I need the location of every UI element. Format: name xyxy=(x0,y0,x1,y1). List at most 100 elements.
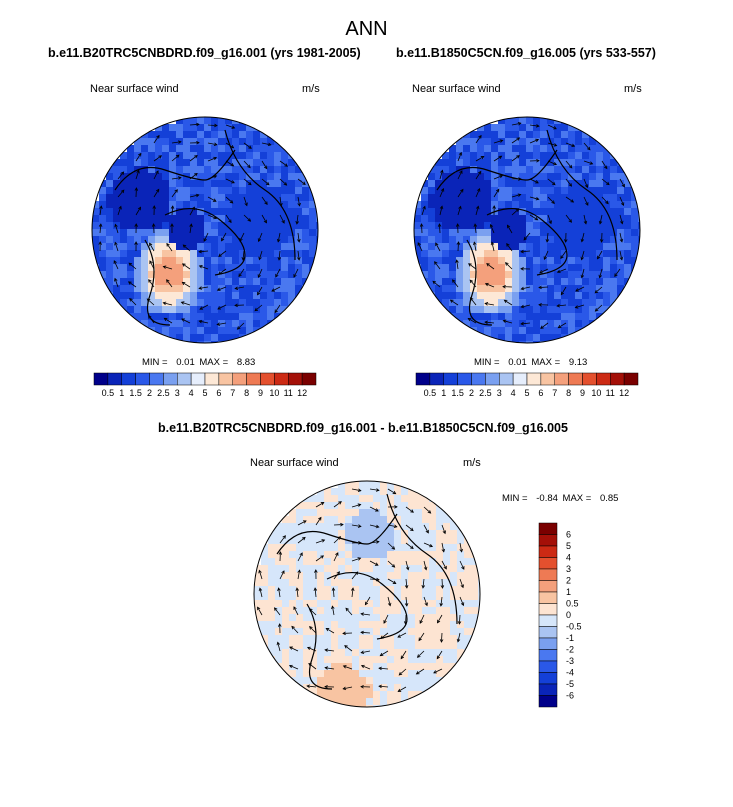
panel1-field-cell xyxy=(183,229,191,237)
panel2-field-cell xyxy=(526,117,534,125)
panel1-field-cell xyxy=(190,278,198,286)
panel1-wind-arrow xyxy=(278,250,281,260)
panel2-field-cell xyxy=(638,236,640,244)
panel1-field-cell xyxy=(218,215,226,223)
difference-field-cell xyxy=(387,656,395,664)
panel2-field-cell xyxy=(512,145,520,153)
difference-field-cell xyxy=(296,516,304,524)
panel2-colorbar-label: 7 xyxy=(552,388,557,398)
difference-field-cell xyxy=(275,551,283,559)
panel1-field-cell xyxy=(302,222,310,230)
panel1-field-cell xyxy=(309,208,317,216)
difference-wind-arrow xyxy=(441,560,447,570)
difference-field-cell xyxy=(394,551,402,559)
panel2-field-cell xyxy=(477,229,485,237)
difference-field-cell xyxy=(345,607,353,615)
difference-wind-arrowhead xyxy=(443,565,447,570)
difference-field-cell xyxy=(422,684,430,692)
difference-field-cell xyxy=(429,656,437,664)
panel2-field-cell xyxy=(575,320,583,328)
panel1-wind-arrowhead xyxy=(195,193,200,198)
difference-wind-arrow xyxy=(315,555,324,562)
panel2-field-cell xyxy=(533,250,541,258)
difference-field-cell xyxy=(338,621,346,629)
panel1-field-cell xyxy=(309,257,317,265)
panel1-wind-arrow xyxy=(237,322,245,330)
panel2-field-cell xyxy=(505,166,513,174)
difference-field-cell xyxy=(289,558,297,566)
difference-field-cell xyxy=(289,509,297,517)
difference-field-cell xyxy=(394,600,402,608)
panel1-field-cell xyxy=(267,264,275,272)
difference-field-cell xyxy=(303,502,311,510)
panel2-field-cell xyxy=(456,243,464,251)
difference-field-cell xyxy=(331,663,339,671)
panel2-field-cell xyxy=(561,215,569,223)
difference-field-cell xyxy=(450,635,458,643)
panel1-field-cell xyxy=(162,138,170,146)
difference-field-cell xyxy=(457,600,465,608)
panel1-wind-arrowhead xyxy=(257,274,261,278)
difference-field-cell xyxy=(282,670,290,678)
panel1-field-cell xyxy=(281,320,289,328)
difference-field-cell xyxy=(394,656,402,664)
panel1-field-cell xyxy=(295,257,303,265)
panel2-field-cell xyxy=(547,145,555,153)
difference-field-cell xyxy=(471,642,479,650)
difference-field-cell xyxy=(317,586,325,594)
panel2-wind-arrowhead xyxy=(449,299,454,303)
panel1-field-cell xyxy=(134,138,142,146)
panel2-field-cell xyxy=(547,306,555,314)
difference-field-cell xyxy=(408,509,416,517)
difference-field-cell xyxy=(303,523,311,531)
difference-field-cell xyxy=(408,649,416,657)
difference-field-cell xyxy=(289,642,297,650)
difference-wind-arrow xyxy=(274,607,281,616)
panel2-field-cell xyxy=(554,124,562,132)
difference-wind-arrow xyxy=(436,650,443,659)
difference-field-cell xyxy=(380,551,388,559)
difference-colorbar-box xyxy=(538,695,558,708)
difference-field-cell xyxy=(387,530,395,538)
panel1-field-cell xyxy=(239,194,247,202)
difference-field-cell xyxy=(261,551,269,559)
difference-field-cell xyxy=(373,530,381,538)
panel1-field-cell xyxy=(267,243,275,251)
difference-wind-arrow xyxy=(369,578,380,581)
panel1-field-cell xyxy=(232,320,240,328)
panel1-field-cell xyxy=(127,222,135,230)
panel1-wind-arrowhead xyxy=(118,205,122,210)
difference-field-cell xyxy=(331,530,339,538)
panel1-field-cell xyxy=(232,243,240,251)
difference-wind-arrowhead xyxy=(357,557,362,561)
difference-field-cell xyxy=(338,495,346,503)
panel2-wind-arrowhead xyxy=(535,138,540,143)
panel2-field-cell xyxy=(421,236,429,244)
panel2-field-cell xyxy=(456,299,464,307)
panel2-field-cell xyxy=(505,236,513,244)
panel1-field-cell xyxy=(218,243,226,251)
panel1-field-cell xyxy=(113,257,121,265)
panel1-field-cell xyxy=(162,145,170,153)
panel2-field-cell xyxy=(428,201,436,209)
difference-wind-arrow xyxy=(405,560,409,570)
difference-field-cell xyxy=(457,614,465,622)
panel1-field-cell xyxy=(176,292,184,300)
difference-field-cell xyxy=(366,593,374,601)
panel1-field-cell xyxy=(260,292,268,300)
difference-field-cell xyxy=(401,558,409,566)
panel1-wind-arrow xyxy=(183,244,191,252)
difference-wind-arrow xyxy=(331,606,335,616)
panel1-wind-arrowhead xyxy=(129,297,133,302)
panel1-wind-arrow xyxy=(128,281,137,288)
difference-field-cell xyxy=(436,537,444,545)
panel2-wind-arrowhead xyxy=(517,193,522,197)
panel1-wind-arrowhead xyxy=(263,165,268,170)
panel2-wind-arrowhead xyxy=(484,302,489,306)
difference-wind-arrow xyxy=(380,650,389,656)
panel1-field-cell xyxy=(295,285,303,293)
difference-field-cell xyxy=(303,649,311,657)
panel1-field-cell xyxy=(120,306,128,314)
difference-wind-arrow xyxy=(405,542,414,549)
panel1-wind-arrow xyxy=(225,196,233,204)
